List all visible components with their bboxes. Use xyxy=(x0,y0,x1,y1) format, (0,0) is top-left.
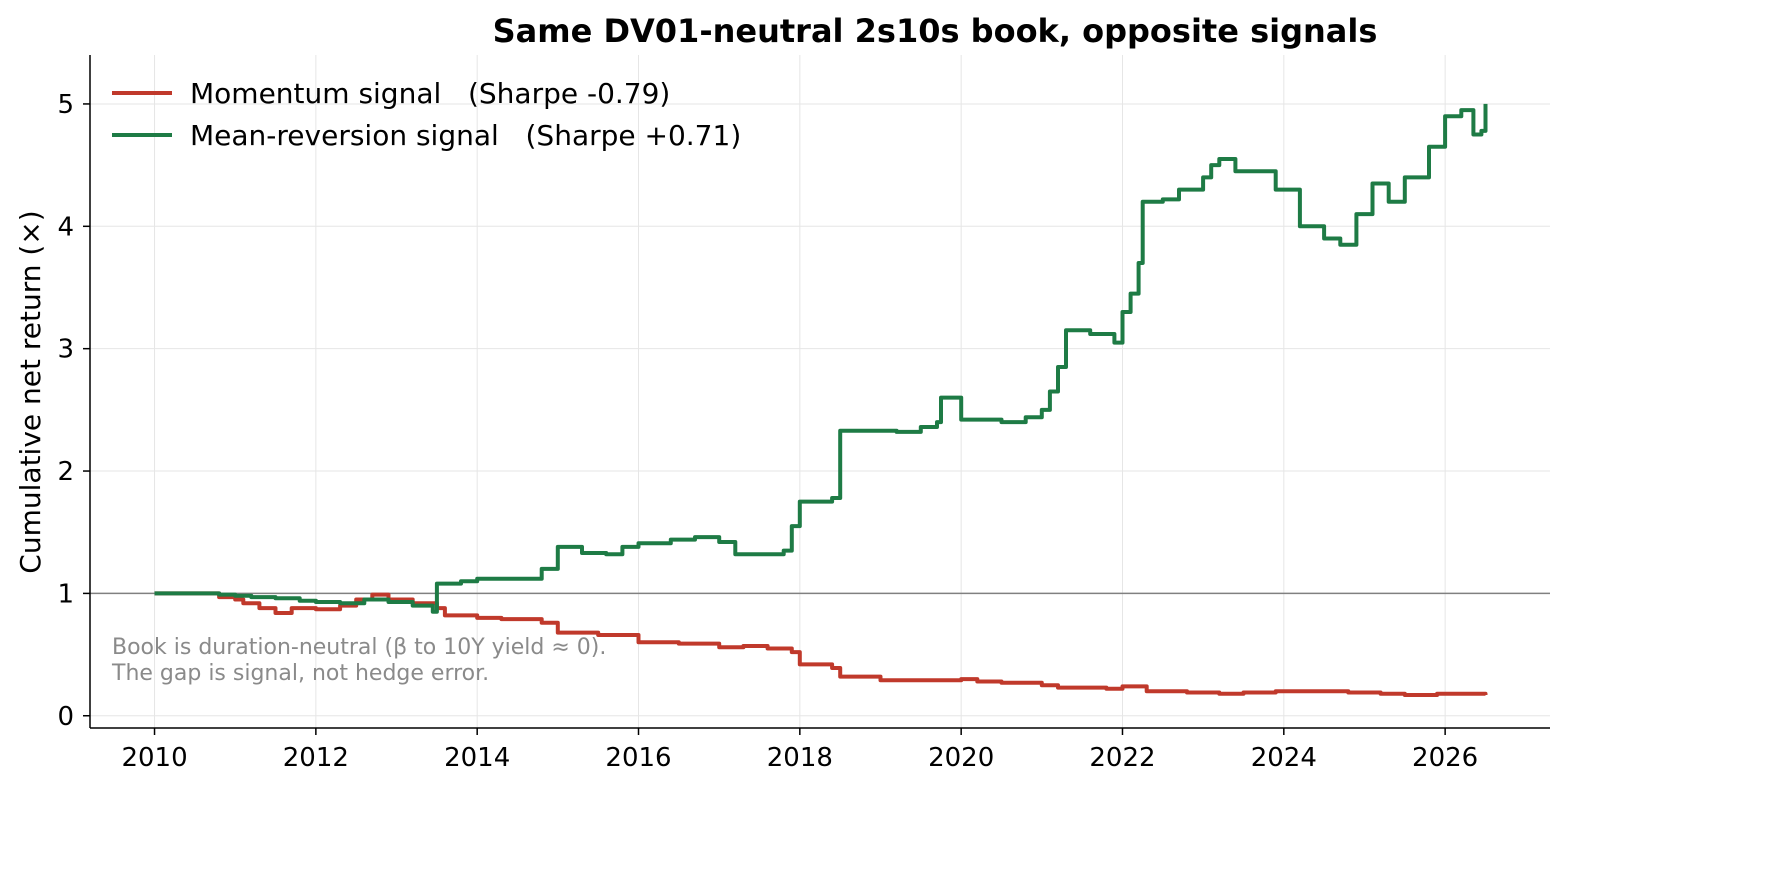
x-tick-label-2024: 2024 xyxy=(1251,743,1317,773)
x-tick-label-2012: 2012 xyxy=(283,743,349,773)
axes xyxy=(83,55,1550,735)
y-tick-label-3: 3 xyxy=(57,335,74,365)
y-tick-label-5: 5 xyxy=(57,90,74,120)
series-line-momentum xyxy=(154,591,1488,697)
annotation-line-1: Book is duration-neutral (β to 10Y yield… xyxy=(112,635,606,660)
x-tick-label-2010: 2010 xyxy=(121,743,187,773)
legend-label-0: Momentum signal (Sharpe -0.79) xyxy=(190,77,670,110)
tick-labels: 2010 2012 2014 2016 2018 2020 2022 2024 2026 0 1 2 3… xyxy=(57,90,1478,773)
x-tick-label-2020: 2020 xyxy=(928,743,994,773)
annotation-line-2: The gap is signal, not hedge error. xyxy=(111,661,489,686)
series-layer xyxy=(154,103,1488,697)
legend-label-1: Mean-reversion signal (Sharpe +0.71) xyxy=(190,119,741,152)
y-axis-label: Cumulative net return (×) xyxy=(14,210,47,573)
y-tick-label-2: 2 xyxy=(57,457,74,487)
series-line-mean-reversion xyxy=(154,103,1488,614)
y-tick-label-0: 0 xyxy=(57,702,74,732)
annotation-note: Book is duration-neutral (β to 10Y yield… xyxy=(111,635,606,686)
x-tick-label-2018: 2018 xyxy=(767,743,833,773)
legend: Momentum signal (Sharpe -0.79) Mean-rever… xyxy=(112,77,741,152)
y-tick-label-4: 4 xyxy=(57,212,74,242)
y-tick-label-1: 1 xyxy=(57,579,74,609)
x-tick-label-2022: 2022 xyxy=(1089,743,1155,773)
grid-lines xyxy=(90,55,1550,728)
x-tick-label-2026: 2026 xyxy=(1412,743,1478,773)
x-tick-label-2014: 2014 xyxy=(444,743,510,773)
chart-title: Same DV01-neutral 2s10s book, opposite s… xyxy=(493,12,1378,50)
x-tick-label-2016: 2016 xyxy=(605,743,671,773)
